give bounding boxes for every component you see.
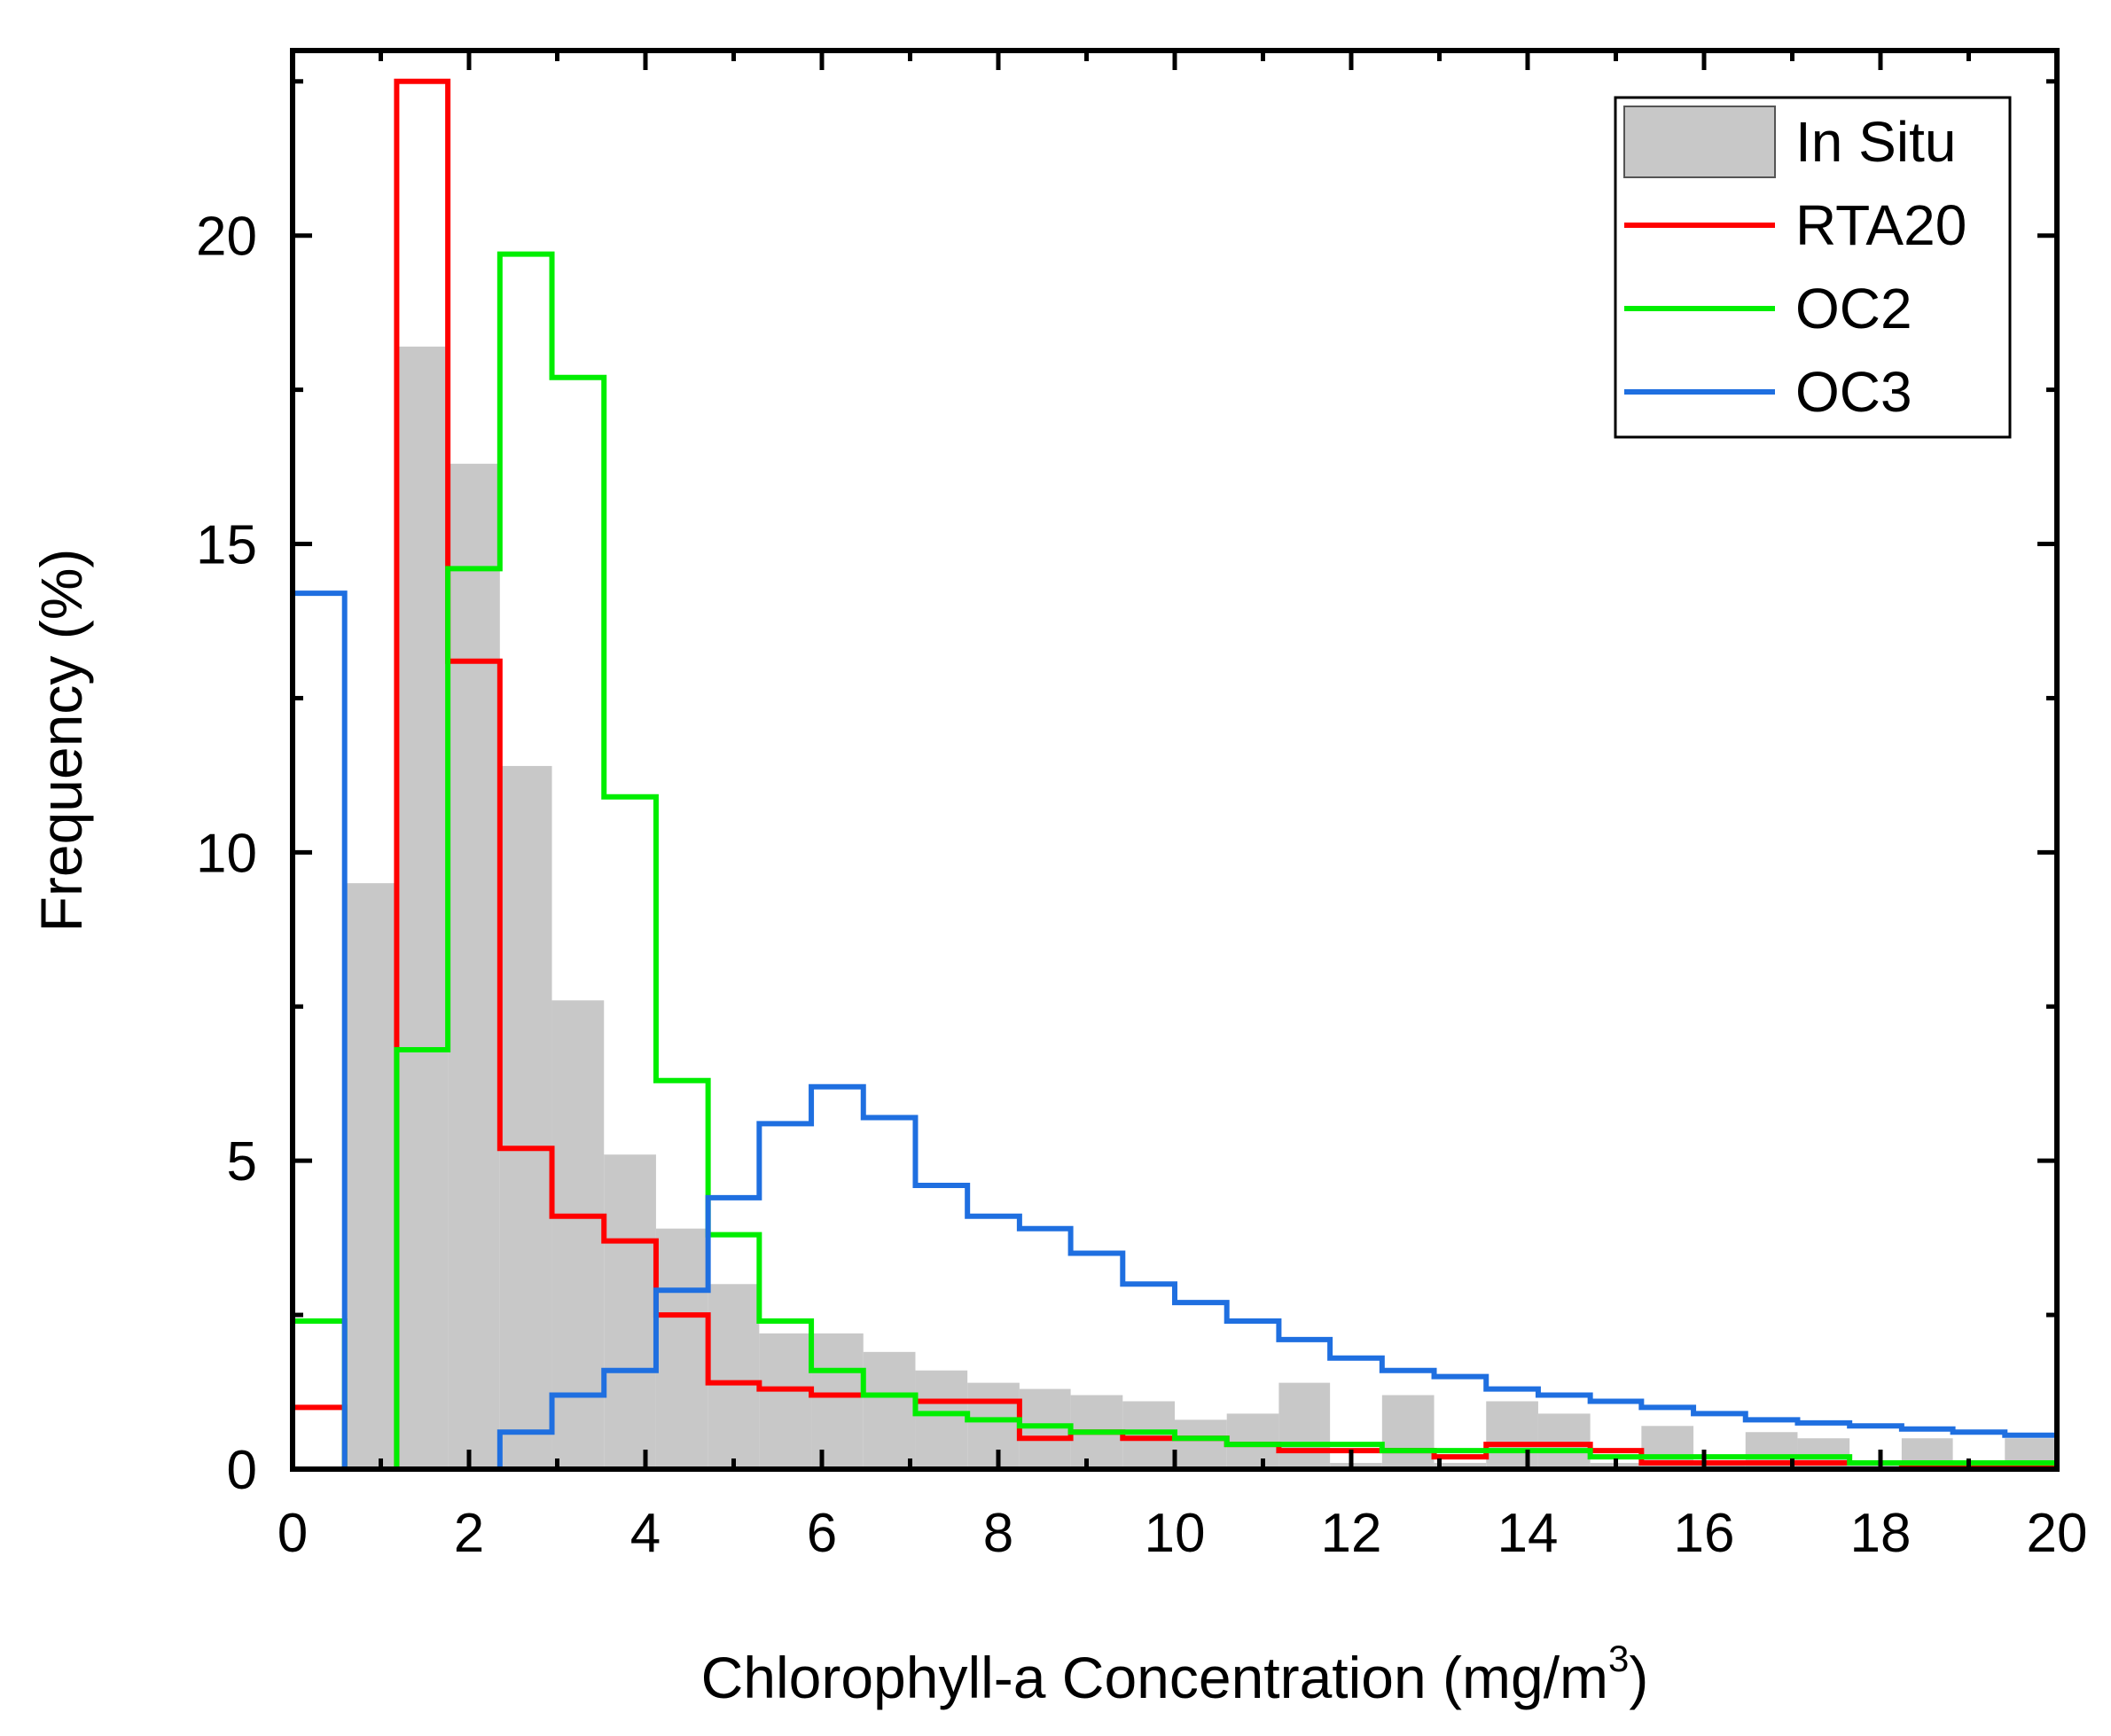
x-tick-label: 10 [1145, 1503, 1206, 1564]
in-situ-bar [811, 1333, 864, 1469]
x-tick-label: 8 [983, 1503, 1013, 1564]
oc2-step-line [293, 251, 2057, 1469]
in-situ-bar [604, 1154, 656, 1469]
in-situ-bar [1019, 1388, 1071, 1469]
in-situ-bar [448, 464, 500, 1469]
x-tick-label: 12 [1321, 1503, 1382, 1564]
x-tick-label: 14 [1497, 1503, 1559, 1564]
in-situ-bar [1537, 1413, 1591, 1469]
in-situ-bar [499, 765, 552, 1469]
x-tick-label: 0 [278, 1503, 308, 1564]
in-situ-bar [967, 1382, 1020, 1469]
in-situ-bar [1849, 1463, 1902, 1469]
x-tick-label: 20 [2027, 1503, 2088, 1564]
in-situ-bar [1278, 1382, 1331, 1469]
x-tick-label: 4 [630, 1503, 661, 1564]
in-situ-bar [1175, 1419, 1227, 1469]
y-tick-label: 5 [227, 1131, 257, 1193]
x-tick-label: 18 [1850, 1503, 1912, 1564]
rta20-step-line [293, 78, 2057, 1469]
legend-label-oc2: OC2 [1795, 277, 1912, 340]
y-tick-label: 15 [196, 515, 257, 576]
in-situ-bar [1330, 1463, 1382, 1469]
in-situ-bar [655, 1228, 708, 1469]
in-situ-bar [1693, 1463, 1746, 1469]
x-tick-label: 2 [454, 1503, 484, 1564]
axis-ticks: 0 2 4 6 8 10 12 14 16 18 20 0 5 10 15 20 [196, 51, 2087, 1564]
oc3-step-line [293, 590, 2057, 1469]
y-axis-label: Frequency (%) [28, 549, 94, 933]
y-tick-label: 10 [196, 823, 257, 884]
in-situ-bar [1486, 1401, 1538, 1469]
legend-label-oc3: OC3 [1795, 360, 1912, 424]
legend-label-rta20: RTA20 [1795, 193, 1966, 257]
legend-swatch-in-situ [1623, 106, 1776, 178]
in-situ-bar [396, 346, 449, 1469]
legend: In Situ RTA20 OC2 OC3 [1614, 96, 2012, 439]
in-situ-bar [1434, 1463, 1487, 1469]
x-axis-label-close: ) [1629, 1645, 1648, 1710]
in-situ-bar [1381, 1395, 1435, 1469]
x-tick-label: 6 [807, 1503, 837, 1564]
y-tick-label: 0 [227, 1440, 257, 1501]
x-tick-label: 16 [1674, 1503, 1735, 1564]
x-axis-label: Chlorophyll-a Concentration (mg/m3) [701, 1638, 1649, 1710]
in-situ-bar [863, 1351, 916, 1469]
in-situ-bar [708, 1284, 760, 1469]
plot-area [293, 78, 2057, 1469]
x-axis-label-main: Chlorophyll-a Concentration (mg/m [701, 1645, 1608, 1710]
x-axis-label-superscript: 3 [1608, 1638, 1629, 1679]
in-situ-bar [1226, 1413, 1279, 1469]
in-situ-bar [1122, 1401, 1175, 1469]
y-tick-label: 20 [196, 207, 257, 268]
in-situ-bar [759, 1333, 812, 1469]
in-situ-bar [915, 1370, 968, 1469]
legend-label-in-situ: In Situ [1795, 110, 1956, 174]
in-situ-bar [551, 1000, 605, 1469]
in-situ-bar [344, 883, 397, 1469]
